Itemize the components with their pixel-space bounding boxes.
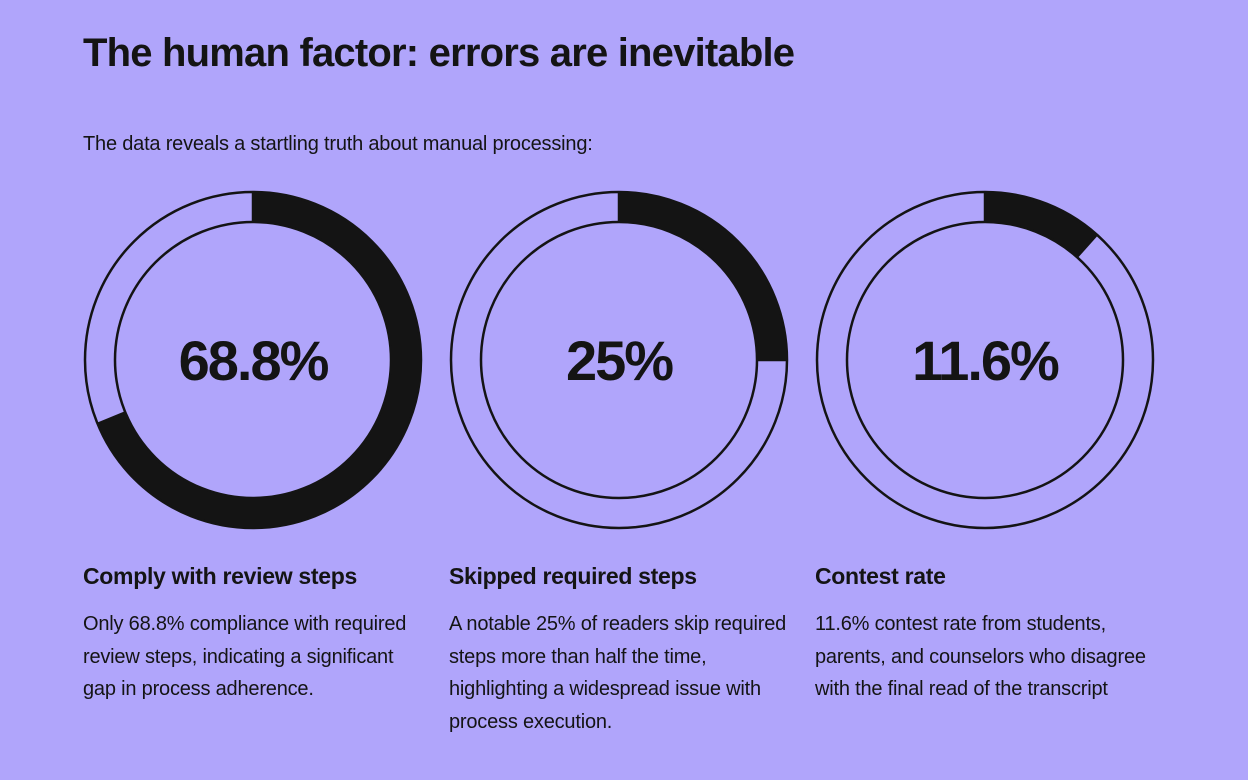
intro-text: The data reveals a startling truth about… bbox=[83, 133, 593, 155]
stat-description: Only 68.8% compliance with required revi… bbox=[83, 613, 407, 700]
donut-percentage: 68.8% bbox=[178, 328, 330, 392]
stat-title: Skipped required steps bbox=[449, 563, 697, 589]
stat-card-skipped: 25% Skipped required steps A notable 25%… bbox=[449, 190, 794, 733]
donut-chart-compliance: 68.8% bbox=[83, 190, 423, 530]
donut-filled-arc bbox=[97, 192, 421, 528]
stat-description: 11.6% contest rate from students, parent… bbox=[815, 613, 1146, 700]
donut-end-tick bbox=[97, 411, 126, 425]
donut-svg bbox=[83, 190, 423, 530]
stat-description: A notable 25% of readers skip required s… bbox=[449, 613, 787, 733]
stat-title: Contest rate bbox=[815, 563, 946, 589]
donut-end-tick bbox=[1075, 233, 1098, 258]
donut-percentage: 25% bbox=[565, 328, 674, 392]
page-title: The human factor: errors are inevitable bbox=[83, 31, 795, 75]
donut-chart-skipped: 25% bbox=[449, 190, 789, 530]
donut-svg bbox=[815, 190, 1155, 530]
stat-title: Comply with review steps bbox=[83, 563, 357, 589]
donut-filled-arc bbox=[618, 192, 787, 361]
donut-filled-arc bbox=[984, 192, 1097, 258]
donut-chart-contest: 11.6% bbox=[815, 190, 1155, 530]
stat-card-contest: 11.6% Contest rate 11.6% contest rate fr… bbox=[815, 190, 1160, 700]
stat-card-compliance: 68.8% Comply with review steps Only 68.8… bbox=[83, 190, 428, 700]
donut-svg bbox=[449, 190, 789, 530]
donut-percentage: 11.6% bbox=[912, 328, 1060, 392]
